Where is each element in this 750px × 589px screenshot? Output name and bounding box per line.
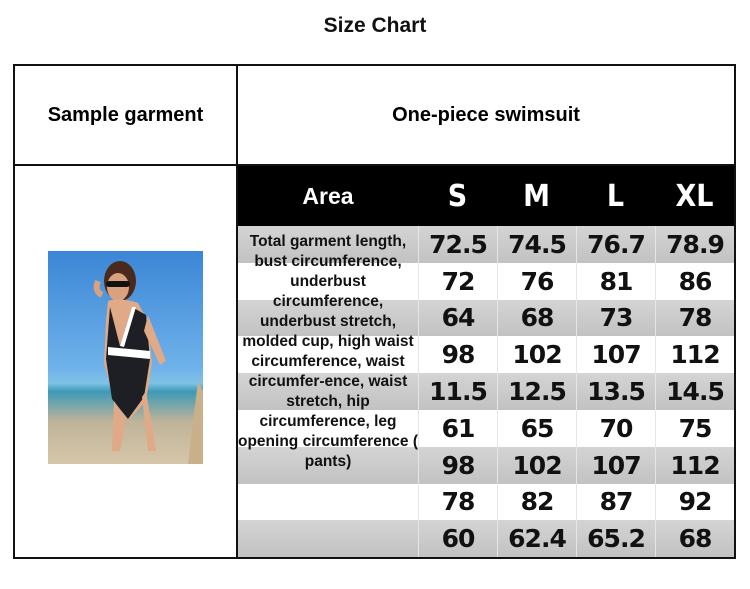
- table-row: 78 82 87 92: [238, 483, 734, 521]
- column-header-s: S: [447, 178, 468, 214]
- size-value-cell: 107: [576, 446, 655, 484]
- size-value-cell: 87: [576, 483, 655, 521]
- size-value-cell: 60: [418, 520, 497, 558]
- size-value-cell: 98: [418, 336, 497, 374]
- size-value-cell: 73: [576, 299, 655, 337]
- size-value-cell: 102: [497, 336, 576, 374]
- size-value-cell: 12.5: [497, 373, 576, 410]
- size-value-cell: 65.2: [576, 520, 655, 558]
- size-value-cell: 74.5: [497, 226, 576, 263]
- table-row: 64 68 73 78: [238, 299, 734, 337]
- size-value-cell: 72.5: [418, 226, 497, 263]
- size-value-cell: 86: [655, 262, 734, 300]
- size-value-cell: 107: [576, 336, 655, 374]
- size-value-cell: 82: [497, 483, 576, 521]
- area-cell: [238, 520, 418, 557]
- size-value-cell: 78: [418, 483, 497, 521]
- size-value-cell: 13.5: [576, 373, 655, 410]
- garment-type-header: One-piece swimsuit: [392, 103, 580, 126]
- size-value-cell: 65: [497, 409, 576, 447]
- size-value-cell: 92: [655, 483, 734, 521]
- size-chart-table: Sample garment One-piece swimsuit Area S…: [13, 64, 736, 559]
- size-value-cell: 75: [655, 409, 734, 447]
- column-header-m: M: [523, 178, 550, 214]
- size-value-cell: 112: [655, 446, 734, 484]
- size-value-cell: 14.5: [655, 373, 734, 410]
- size-value-cell: 68: [655, 520, 734, 558]
- measurements-table: Area S M L XL 72.5 74.5 76.7 78.9 72 76 81 86 64…: [238, 166, 734, 558]
- sample-garment-header: Sample garment: [47, 103, 204, 126]
- size-value-cell: 61: [418, 409, 497, 447]
- table-row: 98 102 107 112: [238, 446, 734, 484]
- garment-photo: [48, 251, 203, 464]
- table-row: 72.5 74.5 76.7 78.9: [238, 226, 734, 263]
- table-header-row: Area S M L XL: [238, 166, 734, 226]
- size-value-cell: 102: [497, 446, 576, 484]
- size-value-cell: 76: [497, 262, 576, 300]
- size-value-cell: 72: [418, 262, 497, 300]
- divider: [15, 164, 734, 166]
- area-description: Total garment length, bust circumference…: [238, 233, 419, 470]
- size-value-cell: 98: [418, 446, 497, 484]
- size-value-cell: 78: [655, 299, 734, 337]
- size-value-cell: 62.4: [497, 520, 576, 558]
- table-row: 60 62.4 65.2 68: [238, 520, 734, 558]
- size-value-cell: 76.7: [576, 226, 655, 263]
- column-header-xl: XL: [675, 178, 714, 214]
- size-value-cell: 11.5: [418, 373, 497, 410]
- size-value-cell: 70: [576, 409, 655, 447]
- table-row: 61 65 70 75: [238, 409, 734, 447]
- table-row: 98 102 107 112: [238, 336, 734, 374]
- table-row: 11.5 12.5 13.5 14.5: [238, 373, 734, 410]
- size-value-cell: 78.9: [655, 226, 734, 263]
- area-cell: [238, 484, 418, 521]
- column-header-l: L: [606, 178, 625, 214]
- size-value-cell: 81: [576, 262, 655, 300]
- size-value-cell: 64: [418, 299, 497, 337]
- size-value-cell: 68: [497, 299, 576, 337]
- divider: [236, 66, 238, 557]
- page-title: Size Chart: [323, 14, 427, 37]
- size-value-cell: 112: [655, 336, 734, 374]
- table-row: 72 76 81 86: [238, 262, 734, 300]
- column-header-area: Area: [302, 182, 354, 209]
